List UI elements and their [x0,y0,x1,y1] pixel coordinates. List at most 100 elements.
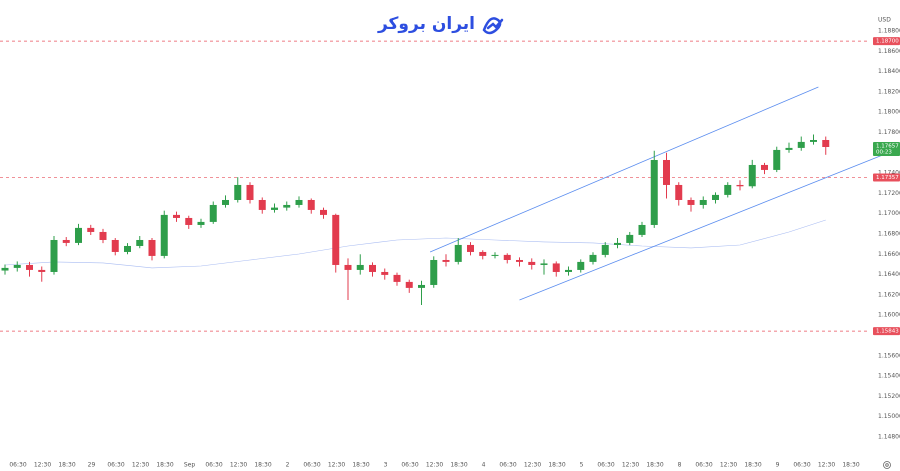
candle-body [50,239,58,272]
x-tick-label: 18:30 [548,462,565,469]
candle-body [430,259,438,285]
x-tick-label: 2 [286,462,290,469]
x-tick-label: 18:30 [254,462,271,469]
y-tick-label: 1.16200 [878,291,900,298]
candle-body [516,259,523,262]
x-tick-label: 12:30 [328,462,345,469]
y-tick-label: 1.16600 [878,251,900,258]
candle-body [601,244,609,255]
candle-body [797,141,805,148]
x-tick-label: 12:30 [34,462,51,469]
x-tick-label: 4 [482,462,486,469]
candle-body [393,274,401,282]
candle-body [761,164,768,170]
candle-body [222,199,229,205]
candle-body [13,264,21,268]
x-tick-label: 12:30 [524,462,541,469]
candle-body [748,164,756,187]
price-badge-label: 1.15843 [876,329,899,335]
candle-body [822,139,830,147]
candle-body [442,259,450,262]
candle-body [736,184,744,187]
y-tick-label: 1.17800 [878,129,900,136]
candle-body [209,204,217,222]
y-tick-label: 1.14800 [878,434,900,441]
y-tick-label: 1.15400 [878,373,900,380]
candle-body [810,139,817,142]
candle-body [87,227,95,232]
candle-body [381,271,389,275]
candle-body [552,263,560,272]
x-tick-label: 3 [384,462,388,469]
candle-body [307,199,315,210]
candle-body [258,199,266,210]
x-tick-label: 18:30 [450,462,467,469]
candle-body [271,207,278,210]
candle-body [418,284,425,288]
x-tick-label: 12:30 [132,462,149,469]
price-badge [873,37,900,46]
channel-line [429,86,819,253]
price-badge-label: 1.18700 [876,39,899,45]
y-tick-label: 1.18200 [878,88,900,95]
candle-body [75,227,82,243]
candle-body [405,281,413,288]
y-tick-label: 1.18600 [878,48,900,55]
y-tick-label: 1.16400 [878,271,900,278]
x-tick-label: 8 [678,462,682,469]
candle-body [724,184,732,195]
candle-body [283,204,291,208]
price-badge-label: 1.17357 [876,175,899,181]
candle-body [773,149,781,170]
candle-body [344,264,352,270]
x-tick-label: 18:30 [842,462,859,469]
candle-body [320,209,327,215]
x-tick-label: 5 [580,462,584,469]
x-tick-label: 12:30 [230,462,247,469]
x-tick-label: 12:30 [426,462,443,469]
x-tick-label: 9 [776,462,780,469]
settings-icon[interactable] [883,461,891,469]
candle-body [1,267,9,271]
y-tick-label: 1.16000 [878,312,900,319]
x-tick-label: 06:30 [9,462,26,469]
x-tick-label: 18:30 [744,462,761,469]
candle-body [173,214,180,218]
candle-body [124,245,131,252]
candle-body [663,159,670,185]
candle-body [675,184,683,200]
price-badge [873,327,900,336]
candle-body [699,199,707,205]
candle-body [503,254,511,260]
currency: USD [878,17,891,24]
candle-body [687,199,695,205]
countdown-label: 00:23 [876,149,892,155]
candle-body [650,159,658,225]
y-tick-label: 1.17400 [878,170,900,177]
y-tick-label: 1.17200 [878,190,900,197]
candle-body [540,263,548,265]
candle-body [369,264,376,272]
x-tick-label: 12:30 [818,462,835,469]
x-tick-label: 18:30 [58,462,75,469]
x-tick-label: 06:30 [793,462,810,469]
candle-body [491,254,499,256]
watermark: ایران بروکر [377,14,475,34]
candle-body [136,239,144,246]
candle-body [62,239,70,243]
candle-body [589,254,597,262]
x-tick-label: 12:30 [720,462,737,469]
candle-body [332,214,340,265]
candle-body [246,184,254,200]
x-tick-label: 06:30 [107,462,124,469]
y-tick-label: 1.15600 [878,352,900,359]
candle-body [479,251,487,256]
candle-body [26,264,33,270]
y-tick-label: 1.16800 [878,230,900,237]
candle-body [356,264,364,270]
current-price-label: 1.17657 [876,143,899,149]
x-tick-label: 06:30 [695,462,712,469]
candle-body [712,194,719,200]
